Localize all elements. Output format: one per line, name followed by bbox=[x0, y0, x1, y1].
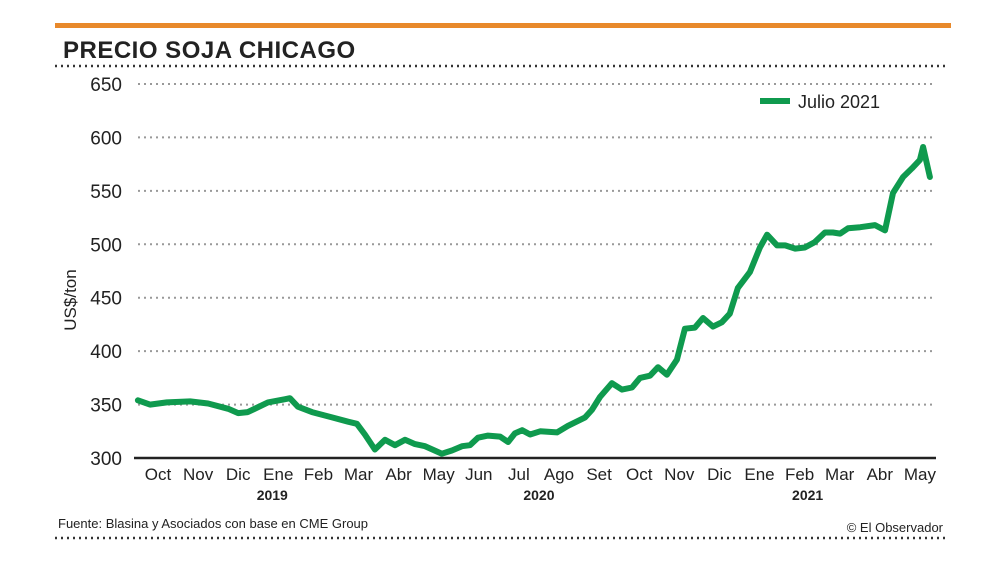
x-tick-label: Mar bbox=[825, 465, 855, 484]
chart-title: PRECIO SOJA CHICAGO bbox=[63, 37, 356, 64]
x-tick-label: Ago bbox=[544, 465, 574, 484]
x-tick-label: Mar bbox=[344, 465, 374, 484]
x-tick-label: Abr bbox=[385, 465, 412, 484]
x-tick-label: Set bbox=[586, 465, 612, 484]
y-axis-label: US$/ton bbox=[61, 269, 80, 330]
x-tick-label: Abr bbox=[867, 465, 894, 484]
x-tick-label: Nov bbox=[664, 465, 695, 484]
x-tick-label: May bbox=[904, 465, 937, 484]
y-tick-label: 350 bbox=[90, 396, 122, 417]
source-note: Fuente: Blasina y Asociados con base en … bbox=[58, 516, 368, 531]
x-tick-label: Ene bbox=[263, 465, 293, 484]
year-label: 2021 bbox=[792, 487, 823, 503]
credit-note: © El Observador bbox=[847, 520, 944, 535]
y-tick-label: 300 bbox=[90, 449, 122, 470]
x-tick-label: Ene bbox=[744, 465, 774, 484]
top-accent-bar bbox=[55, 23, 951, 28]
x-tick-label: Oct bbox=[626, 465, 653, 484]
x-tick-label: Dic bbox=[226, 465, 251, 484]
x-tick-label: Oct bbox=[145, 465, 172, 484]
legend-label: Julio 2021 bbox=[798, 92, 880, 112]
y-tick-label: 450 bbox=[90, 289, 122, 310]
year-label: 2020 bbox=[523, 487, 554, 503]
x-tick-label: Dic bbox=[707, 465, 732, 484]
y-tick-label: 650 bbox=[90, 75, 122, 96]
year-label: 2019 bbox=[257, 487, 288, 503]
x-tick-label: Feb bbox=[304, 465, 333, 484]
y-tick-label: 500 bbox=[90, 235, 122, 256]
y-tick-label: 550 bbox=[90, 182, 122, 203]
x-tick-label: Nov bbox=[183, 465, 214, 484]
legend: Julio 2021 bbox=[760, 92, 880, 112]
x-tick-label: Feb bbox=[785, 465, 814, 484]
x-tick-label: Jul bbox=[508, 465, 530, 484]
x-tick-label: Jun bbox=[465, 465, 492, 484]
series-line bbox=[134, 144, 933, 457]
x-tick-label: May bbox=[423, 465, 456, 484]
y-tick-label: 600 bbox=[90, 128, 122, 149]
y-tick-label: 400 bbox=[90, 342, 122, 363]
